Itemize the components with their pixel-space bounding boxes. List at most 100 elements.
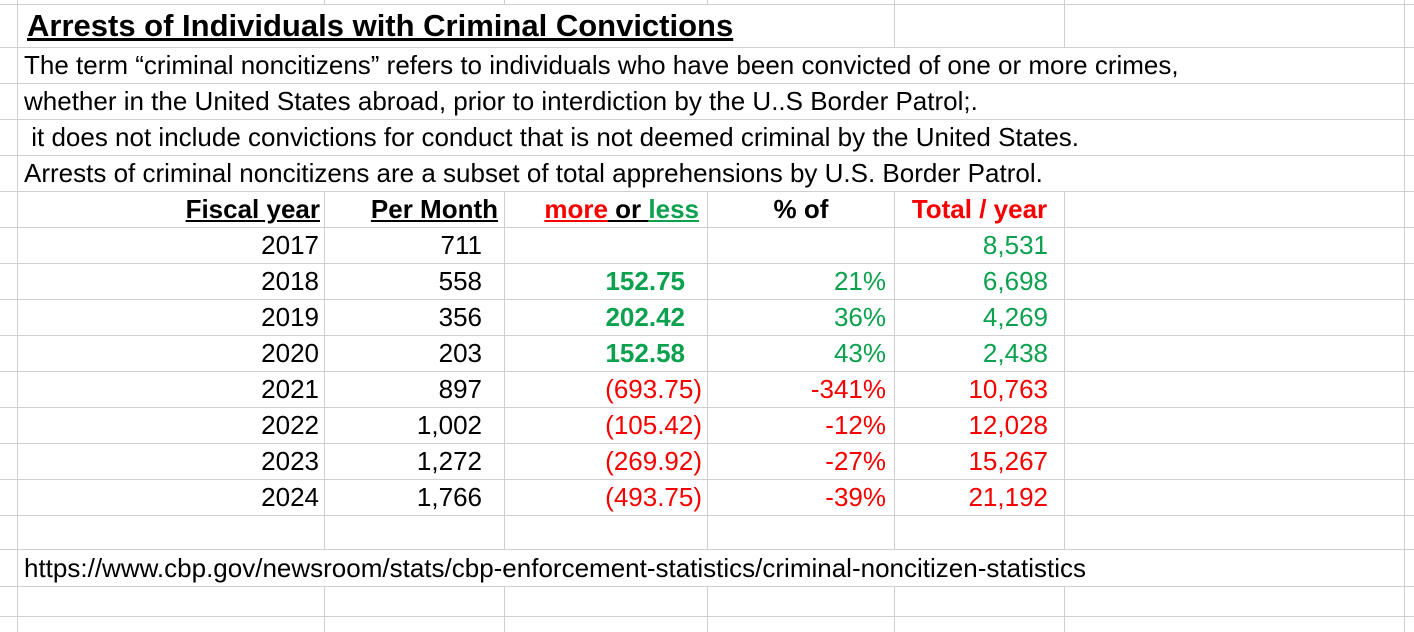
cell-empty[interactable]: [1405, 408, 1414, 443]
cell-empty[interactable]: [505, 617, 708, 632]
total-cell[interactable]: 2,438: [895, 336, 1065, 371]
more-less-cell[interactable]: 202.42: [505, 300, 708, 335]
fiscal-year-cell[interactable]: 2017: [18, 228, 325, 263]
cell-empty[interactable]: [0, 228, 18, 263]
description-line-2[interactable]: whether in the United States abroad, pri…: [18, 84, 1405, 119]
cell-empty[interactable]: [505, 587, 708, 616]
cell-empty[interactable]: [0, 587, 18, 616]
cell-empty[interactable]: [1405, 120, 1414, 155]
cell-empty[interactable]: [1405, 550, 1414, 586]
cell-empty[interactable]: [1065, 300, 1405, 335]
cell-empty[interactable]: [0, 372, 18, 407]
cell-empty[interactable]: [895, 516, 1065, 549]
page-title[interactable]: Arrests of Individuals with Criminal Con…: [18, 5, 895, 47]
pct-cell[interactable]: -12%: [708, 408, 895, 443]
pct-cell[interactable]: [708, 228, 895, 263]
pct-cell[interactable]: -39%: [708, 480, 895, 515]
per-month-cell[interactable]: 711: [325, 228, 505, 263]
cell-empty[interactable]: [1405, 516, 1414, 549]
per-month-cell[interactable]: 558: [325, 264, 505, 299]
header-pct-of[interactable]: % of: [708, 192, 895, 227]
more-less-cell[interactable]: [505, 228, 708, 263]
cell-empty[interactable]: [1405, 48, 1414, 83]
total-cell[interactable]: 4,269: [895, 300, 1065, 335]
cell-empty[interactable]: [18, 516, 325, 549]
cell-empty[interactable]: [1405, 84, 1414, 119]
cell-empty[interactable]: [1405, 264, 1414, 299]
cell-empty[interactable]: [325, 0, 505, 4]
header-fiscal-year[interactable]: Fiscal year: [18, 192, 325, 227]
cell-empty[interactable]: [18, 0, 325, 4]
fiscal-year-cell[interactable]: 2022: [18, 408, 325, 443]
cell-empty[interactable]: [1065, 0, 1405, 4]
per-month-cell[interactable]: 1,766: [325, 480, 505, 515]
total-cell[interactable]: 12,028: [895, 408, 1065, 443]
cell-empty[interactable]: [1065, 408, 1405, 443]
cell-empty[interactable]: [895, 0, 1065, 4]
cell-empty[interactable]: [325, 617, 505, 632]
cell-empty[interactable]: [505, 0, 708, 4]
cell-empty[interactable]: [1405, 5, 1414, 47]
cell-empty[interactable]: [0, 264, 18, 299]
cell-empty[interactable]: [1405, 587, 1414, 616]
total-cell[interactable]: 8,531: [895, 228, 1065, 263]
total-cell[interactable]: 15,267: [895, 444, 1065, 479]
cell-empty[interactable]: [895, 5, 1065, 47]
cell-empty[interactable]: [18, 617, 325, 632]
more-less-cell[interactable]: (693.75): [505, 372, 708, 407]
cell-empty[interactable]: [1065, 516, 1405, 549]
cell-empty[interactable]: [1405, 0, 1414, 4]
cell-empty[interactable]: [505, 516, 708, 549]
cell-empty[interactable]: [1405, 192, 1414, 227]
fiscal-year-cell[interactable]: 2024: [18, 480, 325, 515]
fiscal-year-cell[interactable]: 2018: [18, 264, 325, 299]
cell-empty[interactable]: [1405, 372, 1414, 407]
pct-cell[interactable]: -27%: [708, 444, 895, 479]
cell-empty[interactable]: [18, 587, 325, 616]
cell-empty[interactable]: [1065, 617, 1405, 632]
total-cell[interactable]: 10,763: [895, 372, 1065, 407]
cell-empty[interactable]: [1405, 228, 1414, 263]
cell-empty[interactable]: [0, 480, 18, 515]
source-url[interactable]: https://www.cbp.gov/newsroom/stats/cbp-e…: [18, 550, 1405, 586]
cell-empty[interactable]: [0, 300, 18, 335]
more-less-cell[interactable]: 152.58: [505, 336, 708, 371]
per-month-cell[interactable]: 1,272: [325, 444, 505, 479]
cell-empty[interactable]: [0, 192, 18, 227]
header-more-or-less[interactable]: more or less: [505, 192, 708, 227]
total-cell[interactable]: 21,192: [895, 480, 1065, 515]
pct-cell[interactable]: 21%: [708, 264, 895, 299]
cell-empty[interactable]: [1065, 192, 1405, 227]
cell-empty[interactable]: [1065, 264, 1405, 299]
cell-empty[interactable]: [1405, 444, 1414, 479]
cell-empty[interactable]: [0, 444, 18, 479]
pct-cell[interactable]: -341%: [708, 372, 895, 407]
cell-empty[interactable]: [1405, 156, 1414, 191]
cell-empty[interactable]: [0, 120, 18, 155]
cell-empty[interactable]: [895, 587, 1065, 616]
description-line-4[interactable]: Arrests of criminal noncitizens are a su…: [18, 156, 1405, 191]
cell-empty[interactable]: [1405, 300, 1414, 335]
per-month-cell[interactable]: 203: [325, 336, 505, 371]
cell-empty[interactable]: [0, 5, 18, 47]
cell-empty[interactable]: [0, 408, 18, 443]
cell-empty[interactable]: [708, 516, 895, 549]
cell-empty[interactable]: [1065, 480, 1405, 515]
cell-empty[interactable]: [0, 550, 18, 586]
per-month-cell[interactable]: 1,002: [325, 408, 505, 443]
pct-cell[interactable]: 43%: [708, 336, 895, 371]
fiscal-year-cell[interactable]: 2019: [18, 300, 325, 335]
cell-empty[interactable]: [1405, 617, 1414, 632]
header-total-year[interactable]: Total / year: [895, 192, 1065, 227]
cell-empty[interactable]: [0, 617, 18, 632]
description-line-1[interactable]: The term “criminal noncitizens” refers t…: [18, 48, 1405, 83]
fiscal-year-cell[interactable]: 2020: [18, 336, 325, 371]
cell-empty[interactable]: [0, 0, 18, 4]
cell-empty[interactable]: [1065, 372, 1405, 407]
cell-empty[interactable]: [325, 516, 505, 549]
cell-empty[interactable]: [1065, 444, 1405, 479]
cell-empty[interactable]: [325, 587, 505, 616]
cell-empty[interactable]: [0, 48, 18, 83]
more-less-cell[interactable]: (493.75): [505, 480, 708, 515]
header-per-month[interactable]: Per Month: [325, 192, 505, 227]
